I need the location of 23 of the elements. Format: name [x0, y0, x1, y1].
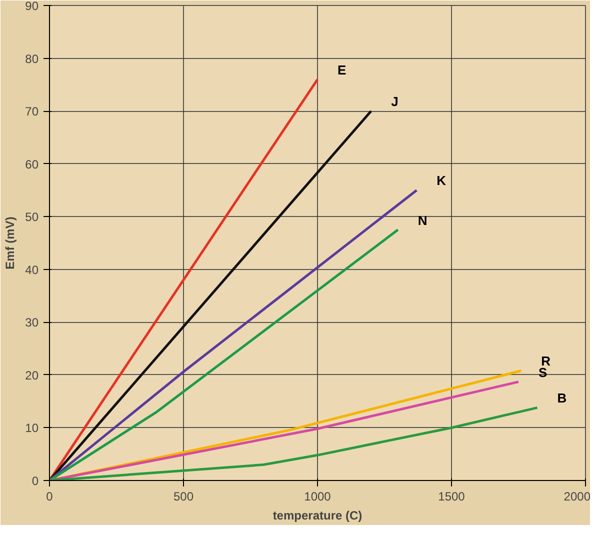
x-tick-label: 500 [173, 490, 194, 504]
y-tick-label: 90 [25, 0, 39, 13]
y-tick-label: 10 [25, 421, 39, 436]
y-tick-label: 70 [25, 104, 39, 119]
series-label: N [418, 212, 428, 228]
y-tick-label: 40 [25, 262, 39, 277]
y-tick-label: 20 [25, 368, 39, 382]
y-tick-label: 60 [25, 157, 39, 172]
x-tick-label: 0 [46, 490, 54, 504]
x-tick-label: 2000 [564, 490, 591, 504]
y-tick-label: 50 [25, 210, 39, 224]
series-label: B [557, 390, 567, 406]
series-label: J [391, 94, 398, 110]
x-tick-label: 1000 [304, 490, 332, 504]
y-tick-label: 30 [25, 316, 39, 330]
y-axis-title: Emf (mV) [3, 216, 18, 270]
y-tick-label: 80 [25, 52, 39, 66]
x-tick-label: 1500 [438, 490, 466, 504]
y-tick-label: 0 [32, 474, 39, 488]
series-label: E [338, 62, 346, 78]
x-axis-title: temperature (C) [272, 508, 362, 522]
series-label: R [541, 354, 552, 369]
series-label: K [436, 173, 447, 188]
